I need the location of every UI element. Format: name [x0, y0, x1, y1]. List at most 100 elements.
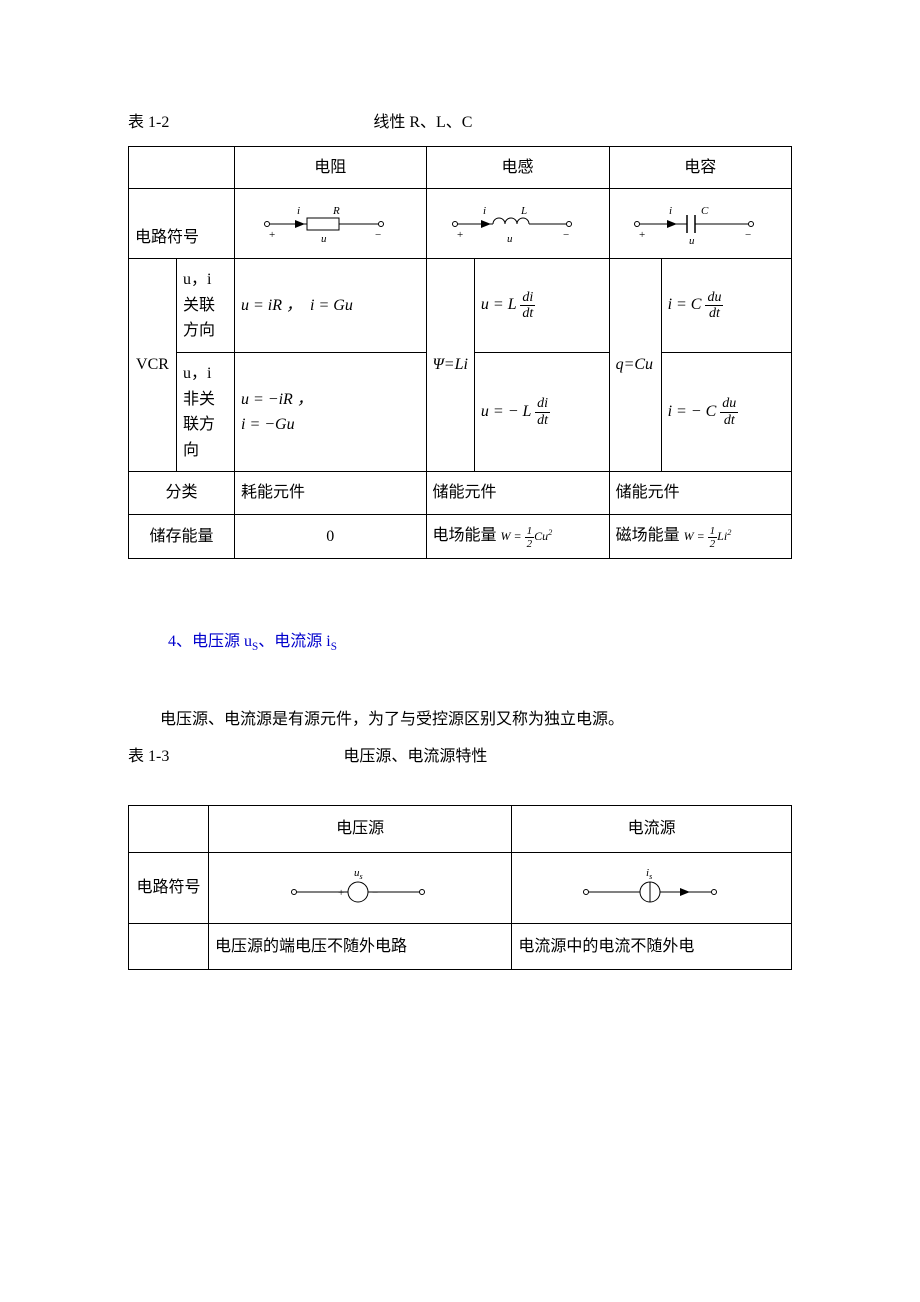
energy-c-text: 磁场能量 — [616, 527, 680, 544]
r-eq1b: i = Gu — [310, 297, 353, 314]
energy-l-W: W = — [501, 529, 525, 543]
svg-text:u: u — [689, 235, 695, 246]
svg-text:C: C — [701, 205, 709, 217]
table2-h2: 电压源 — [209, 806, 512, 853]
frac-num: di — [520, 290, 535, 306]
table1-label: 表 1-2 — [128, 110, 169, 136]
r-eq1a: u = iR ， — [241, 297, 302, 314]
inductor-icon: i L u + − — [433, 199, 603, 249]
isrc-symbol-cell: is — [512, 852, 792, 923]
table2-symbol-label: 电路符号 — [129, 852, 209, 923]
table2-h1 — [129, 806, 209, 853]
table2: 电压源 电流源 电路符号 us + − — [128, 805, 792, 970]
frac-num: 1 — [525, 525, 535, 538]
l-eq2: u = − L didt — [474, 352, 609, 471]
table2-header: 表 1-3 电压源、电流源特性 — [128, 744, 792, 770]
heading-mid: 、电流源 i — [258, 633, 330, 650]
frac-den: dt — [705, 306, 723, 321]
energy-r: 0 — [235, 514, 427, 558]
energy-l-Cu2: Cu — [534, 529, 548, 543]
frac-den: 2 — [525, 538, 535, 550]
svg-text:−: − — [372, 887, 378, 899]
table2-r3c1 — [129, 923, 209, 970]
table1-h2: 电阻 — [235, 146, 427, 189]
vsrc-symbol-cell: us + − — [209, 852, 512, 923]
resistor-icon: i R u + − — [241, 199, 420, 249]
l-eq2-pre: u = − L — [481, 403, 535, 420]
heading-pre: 4、电压源 u — [168, 633, 252, 650]
table2-r3c3: 电流源中的电流不随外电 — [512, 923, 792, 970]
classify-c: 储能元件 — [609, 472, 791, 515]
svg-text:i: i — [297, 205, 300, 217]
energy-c-W: W = — [684, 529, 708, 543]
table2-caption: 电压源、电流源特性 — [343, 744, 487, 770]
energy-l: 电场能量 W = 12Cu2 — [426, 514, 609, 558]
table1-header: 表 1-2 线性 R、L、C — [128, 110, 792, 136]
energy-l-text: 电场能量 — [433, 527, 497, 544]
svg-text:R: R — [332, 205, 340, 217]
svg-text:u: u — [321, 233, 327, 245]
frac-den: dt — [720, 413, 738, 428]
table1-h1 — [129, 146, 235, 189]
table-row: 电路符号 us + − — [129, 852, 792, 923]
c-eq2: i = − C dudt — [661, 352, 791, 471]
frac-den: dt — [535, 413, 550, 428]
classify-r: 耗能元件 — [235, 472, 427, 515]
l-eq1-pre: u = L — [481, 296, 520, 313]
frac-den: 2 — [708, 538, 718, 550]
svg-text:+: + — [639, 229, 645, 241]
table-row: 电路符号 i R u + − — [129, 189, 792, 259]
table1: 电阻 电感 电容 电路符号 i R u + − — [128, 146, 792, 559]
vcr-label: VCR — [129, 259, 177, 472]
section4-heading: 4、电压源 uS、电流源 iS — [168, 629, 792, 657]
frac-den: dt — [520, 306, 535, 321]
frac-num: du — [705, 290, 723, 306]
svg-text:L: L — [520, 205, 527, 217]
table-row: 电压源的端电压不随外电路 电流源中的电流不随外电 — [129, 923, 792, 970]
c-eq1-pre: i = C — [668, 296, 706, 313]
heading-sub2: S — [331, 641, 337, 653]
frac-num: di — [535, 396, 550, 412]
energy-c: 磁场能量 W = 12Li2 — [609, 514, 791, 558]
table-row: 电压源 电流源 — [129, 806, 792, 853]
energy-c-Li2: Li — [717, 529, 727, 543]
frac-num: 1 — [708, 525, 718, 538]
svg-text:−: − — [375, 229, 381, 241]
energy-label: 储存能量 — [129, 514, 235, 558]
table-row: 电阻 电感 电容 — [129, 146, 792, 189]
table2-label: 表 1-3 — [128, 744, 169, 770]
svg-text:+: + — [338, 887, 344, 899]
resistor-symbol-cell: i R u + − — [235, 189, 427, 259]
capacitor-symbol-cell: i C u + − — [609, 189, 791, 259]
l-psi: Ψ=Li — [426, 259, 474, 472]
svg-text:−: − — [563, 229, 569, 241]
c-q: q=Cu — [609, 259, 661, 472]
r-eq2b: i = −Gu — [241, 412, 420, 438]
c-eq2-pre: i = − C — [668, 403, 721, 420]
table1-caption: 线性 R、L、C — [373, 110, 472, 136]
l-eq1: u = L didt — [474, 259, 609, 353]
classify-l: 储能元件 — [426, 472, 609, 515]
table1-symbol-label: 电路符号 — [129, 189, 235, 259]
table-row: 储存能量 0 电场能量 W = 12Cu2 磁场能量 W = 12Li2 — [129, 514, 792, 558]
svg-text:u: u — [507, 233, 513, 245]
svg-text:−: − — [745, 229, 751, 241]
vcr-row2-label: u，i 非关联方向 — [177, 352, 235, 471]
frac-num: du — [720, 396, 738, 412]
table1-h3: 电感 — [426, 146, 609, 189]
table2-h3: 电流源 — [512, 806, 792, 853]
svg-text:+: + — [457, 229, 463, 241]
voltage-source-icon: us + − — [215, 863, 505, 913]
r-eq2: u = −iR ， i = −Gu — [235, 352, 427, 471]
svg-text:i: i — [669, 205, 672, 217]
r-eq2a: u = −iR ， — [241, 387, 420, 413]
classify-label: 分类 — [129, 472, 235, 515]
current-source-icon: is — [518, 863, 785, 913]
svg-text:is: is — [646, 867, 652, 881]
table2-r3c2: 电压源的端电压不随外电路 — [209, 923, 512, 970]
svg-text:i: i — [483, 205, 486, 217]
vcr-row1-label: u，i 关联方向 — [177, 259, 235, 353]
c-eq1: i = C dudt — [661, 259, 791, 353]
table-row: 分类 耗能元件 储能元件 储能元件 — [129, 472, 792, 515]
section4-para: 电压源、电流源是有源元件，为了与受控源区别又称为独立电源。 — [128, 707, 792, 733]
